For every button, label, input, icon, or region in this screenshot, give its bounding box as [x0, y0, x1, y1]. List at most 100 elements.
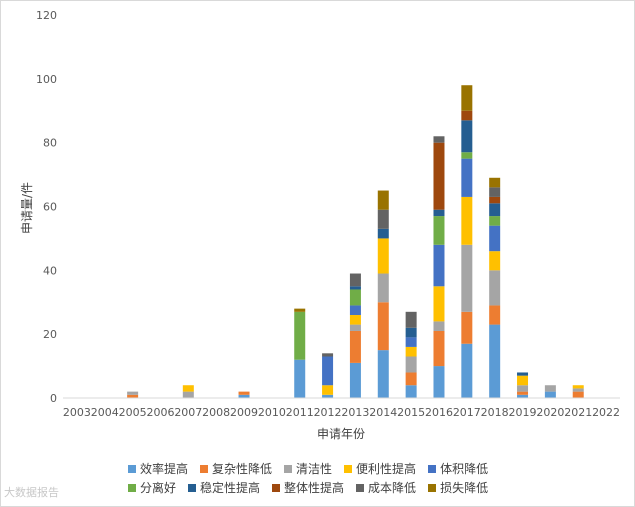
- legend-swatch: [428, 483, 437, 492]
- y-tick-label: 120: [36, 9, 57, 22]
- legend-item: 分离好: [128, 479, 176, 496]
- legend-label: 体积降低: [440, 462, 489, 476]
- bar-segment: [405, 346, 417, 357]
- bar-segment: [544, 391, 556, 398]
- x-tick-label: 2016: [425, 406, 453, 419]
- bar-segment: [517, 385, 529, 392]
- bar-segment: [127, 391, 139, 395]
- bar-segment: [322, 356, 334, 386]
- bar-segment: [377, 209, 389, 229]
- bar-segment: [322, 353, 334, 357]
- bar-segment: [405, 385, 417, 398]
- y-axis-title: 申请量/件: [20, 182, 34, 234]
- x-tick-label: 2007: [174, 406, 202, 419]
- bar-segment: [461, 196, 473, 245]
- bar-segment: [489, 225, 501, 252]
- bar-segment: [489, 187, 501, 197]
- x-tick-label: 2006: [146, 406, 174, 419]
- legend-swatch: [128, 483, 136, 492]
- bar-segment: [489, 203, 501, 217]
- legend-swatch: [344, 464, 353, 473]
- x-axis-ticks: 2003 2004 2005 2006 2007 2008 2009 2010 2011 2012…: [63, 406, 620, 419]
- bar-segment: [377, 228, 389, 239]
- x-tick-label: 2020: [536, 406, 564, 419]
- legend-swatch: [188, 483, 197, 492]
- bar-segment: [433, 142, 445, 210]
- bar-segment: [322, 385, 334, 395]
- bar-segment: [322, 394, 334, 398]
- bar-segment: [433, 136, 445, 143]
- bar-segment: [377, 302, 389, 351]
- bar-segment: [349, 273, 361, 287]
- bar-segment: [405, 327, 417, 338]
- bar-segment: [377, 190, 389, 210]
- legend-item: 成本降低: [356, 479, 416, 496]
- bar-segment: [489, 324, 501, 398]
- watermark: 大数据报告: [4, 486, 59, 499]
- bar-segment: [238, 394, 250, 398]
- legend-label: 损失降低: [440, 481, 489, 495]
- bar-segment: [294, 311, 306, 360]
- legend-swatch: [284, 464, 293, 473]
- x-tick-label: 2017: [453, 406, 481, 419]
- legend-item: 复杂性降低: [200, 460, 272, 477]
- bar-segment: [489, 196, 501, 204]
- x-tick-label: 2010: [258, 406, 286, 419]
- bar-segment: [461, 343, 473, 398]
- x-tick-label: 2021: [564, 406, 592, 419]
- bar-segment: [349, 330, 361, 363]
- legend-item: 整体性提高: [272, 479, 344, 496]
- x-tick-label: 2022: [592, 406, 620, 419]
- y-tick-label: 80: [43, 137, 57, 150]
- legend-item: 清洁性: [284, 460, 332, 477]
- bar-segment: [294, 308, 306, 312]
- bar-segment: [461, 311, 473, 344]
- legend-item: 稳定性提高: [188, 479, 260, 496]
- x-tick-label: 2005: [119, 406, 147, 419]
- bar-segment: [517, 391, 529, 395]
- legend-swatch: [356, 483, 365, 492]
- y-tick-label: 40: [43, 264, 57, 277]
- y-axis-ticks: 0 20 40 60 80 100 120: [36, 9, 57, 405]
- x-tick-label: 2008: [202, 406, 230, 419]
- bar-segment: [405, 311, 417, 328]
- x-tick-label: 2012: [314, 406, 342, 419]
- bar-segment: [433, 286, 445, 322]
- x-tick-label: 2015: [397, 406, 425, 419]
- x-tick-label: 2011: [286, 406, 314, 419]
- x-tick-label: 2014: [369, 406, 397, 419]
- bar-segment: [377, 273, 389, 303]
- bar-segment: [461, 158, 473, 197]
- bar-segment: [572, 385, 584, 389]
- bar-segment: [433, 330, 445, 367]
- legend-item: 效率提高: [128, 460, 188, 477]
- legend-label: 清洁性: [296, 462, 333, 476]
- y-tick-label: 20: [43, 328, 57, 341]
- legend-item: 便利性提高: [344, 460, 416, 477]
- bar-segment: [349, 315, 361, 325]
- bar-segment: [182, 391, 194, 398]
- bar-segment: [349, 289, 361, 306]
- bar-segment: [433, 209, 445, 217]
- legend-item: 损失降低: [428, 479, 488, 496]
- legend-label: 整体性提高: [284, 481, 345, 495]
- legend: 效率提高 复杂性降低 清洁性 便利性提高 体积降低 分离好 稳定性提高 整体性提高 成本降低 损…: [128, 459, 548, 497]
- x-tick-label: 2009: [230, 406, 258, 419]
- bar-segment: [461, 120, 473, 153]
- bar-segment: [349, 286, 361, 290]
- bar-segment: [572, 391, 584, 398]
- bar-segment: [349, 362, 361, 398]
- bar-segment: [572, 388, 584, 392]
- bar-segment: [489, 305, 501, 325]
- bar-segment: [544, 385, 556, 392]
- bar-segment: [489, 216, 501, 226]
- legend-swatch: [200, 464, 209, 473]
- y-tick-label: 60: [43, 201, 57, 214]
- bar-segment: [349, 305, 361, 316]
- x-axis-title: 申请年份: [317, 427, 365, 441]
- bar-segment: [489, 270, 501, 306]
- x-tick-label: 2004: [91, 406, 119, 419]
- x-tick-label: 2003: [63, 406, 91, 419]
